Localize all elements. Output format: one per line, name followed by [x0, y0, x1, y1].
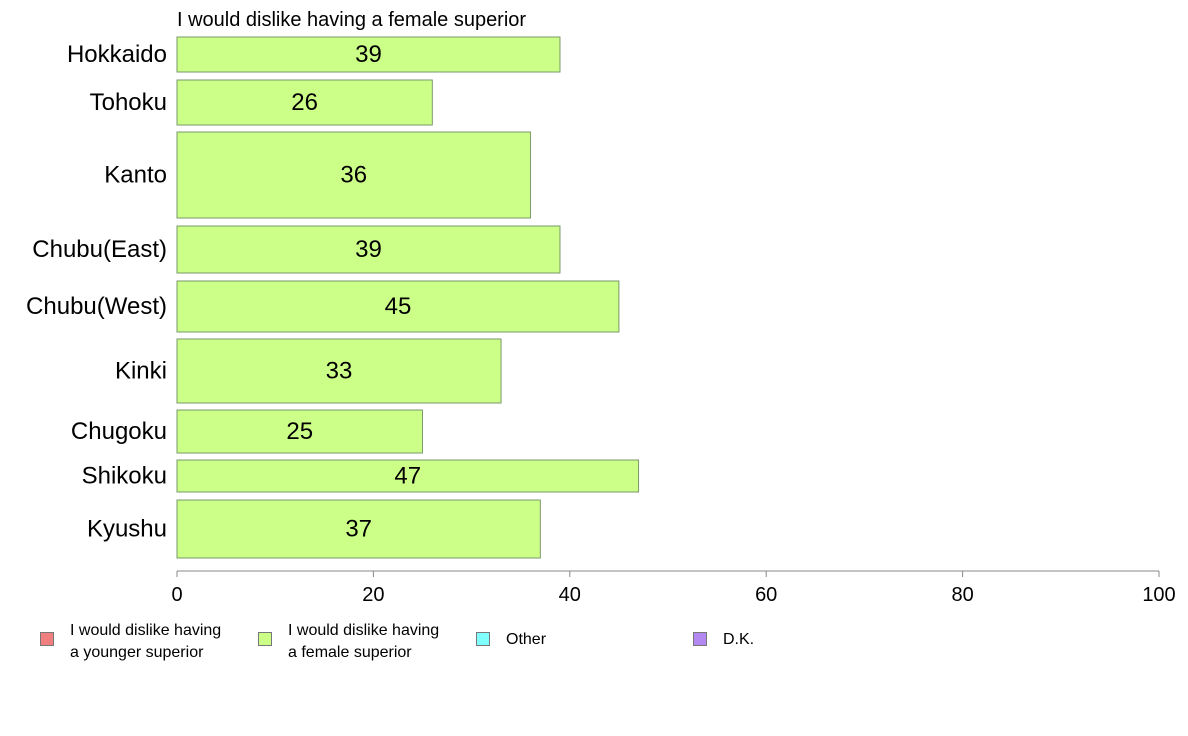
legend-label-other: Other [506, 631, 547, 648]
legend-item-other: Other [476, 618, 546, 651]
value-label-chugoku: 25 [286, 418, 313, 445]
x-tick-label-20: 20 [362, 584, 384, 606]
category-label-chubu-west: Chubu(West) [26, 293, 167, 320]
bar-kinki [176, 338, 502, 404]
category-label-kinki: Kinki [115, 358, 167, 385]
bar-chubu-west [176, 280, 620, 333]
category-label-tohoku: Tohoku [90, 89, 167, 116]
bar-kanto [176, 131, 532, 219]
legend-swatch-dk [693, 632, 707, 646]
x-tick-label-0: 0 [171, 584, 182, 606]
x-tick-label-40: 40 [559, 584, 581, 606]
bars-group: Hokkaido 39 Tohoku 26 Kanto 36 Chubu(East) 39 Ch… [26, 36, 640, 559]
x-tick-label-80: 80 [951, 584, 973, 606]
category-label-chugoku: Chugoku [71, 418, 167, 445]
bar-tohoku [176, 79, 433, 126]
legend-swatch-female-superior [258, 632, 272, 646]
value-label-kanto: 36 [340, 162, 367, 189]
x-axis: 0 20 40 60 80 100 [171, 570, 1176, 606]
legend-swatch-younger-superior [40, 632, 54, 646]
bar-chart: I would dislike having a female superior… [26, 9, 1176, 606]
category-label-kanto: Kanto [104, 162, 167, 189]
bar-shikoku [176, 459, 640, 493]
chart-title: I would dislike having a female superior [177, 9, 526, 31]
legend-label-younger-superior: I would dislike having a younger superio… [70, 622, 222, 661]
value-label-chubu-east: 39 [355, 236, 382, 263]
category-label-chubu-east: Chubu(East) [32, 236, 167, 263]
bar-chugoku [176, 409, 423, 454]
value-label-kinki: 33 [326, 358, 353, 385]
category-label-kyushu: Kyushu [87, 516, 167, 543]
x-tick-label-60: 60 [755, 584, 777, 606]
legend: I would dislike having a younger superio… [0, 618, 1188, 668]
legend-swatch-other [476, 632, 490, 646]
value-label-chubu-west: 45 [385, 293, 412, 320]
value-label-hokkaido: 39 [355, 41, 382, 68]
category-label-hokkaido: Hokkaido [67, 41, 167, 68]
legend-item-female-superior: I would dislike having a female superior [258, 618, 439, 664]
x-tick-label-100: 100 [1142, 584, 1175, 606]
value-label-shikoku: 47 [394, 463, 421, 490]
legend-item-dk: D.K. [693, 618, 754, 651]
legend-item-younger-superior: I would dislike having a younger superio… [40, 618, 221, 664]
legend-label-female-superior: I would dislike having a female superior [288, 622, 440, 661]
value-label-tohoku: 26 [291, 89, 318, 116]
legend-label-dk: D.K. [723, 631, 755, 648]
bar-kyushu [176, 499, 541, 559]
value-label-kyushu: 37 [345, 516, 372, 543]
bar-hokkaido [176, 36, 561, 73]
bar-chubu-east [176, 225, 561, 274]
category-label-shikoku: Shikoku [82, 463, 167, 490]
